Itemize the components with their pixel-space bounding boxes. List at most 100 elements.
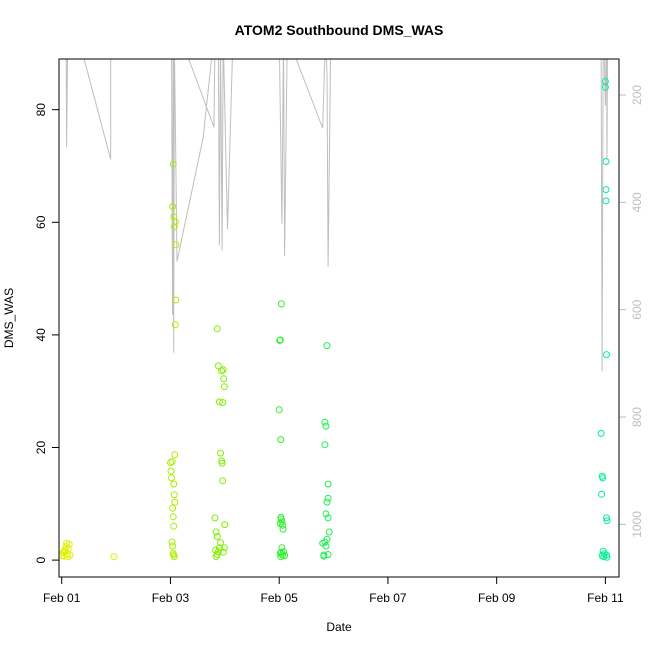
data-point — [324, 480, 332, 488]
data-point — [169, 504, 177, 512]
data-point — [276, 336, 284, 344]
data-point — [321, 538, 329, 546]
data-point — [171, 451, 179, 459]
data-point — [167, 459, 174, 467]
data-point — [603, 553, 611, 561]
data-point — [321, 418, 329, 426]
data-point — [324, 551, 332, 558]
data-point — [324, 514, 332, 522]
data-point — [171, 218, 179, 226]
y-tick-label: 60 — [34, 215, 48, 229]
right-tick-label: 400 — [630, 192, 644, 212]
data-point — [168, 538, 176, 546]
data-point — [220, 375, 228, 383]
right-tick-label: 800 — [630, 407, 644, 427]
data-point — [66, 551, 74, 559]
data-point — [212, 553, 220, 561]
data-point — [324, 494, 332, 502]
data-point — [170, 522, 178, 530]
data-point — [170, 213, 178, 221]
x-tick-label: Feb 11 — [587, 591, 624, 605]
y-tick-label: 0 — [34, 556, 48, 563]
data-point — [601, 83, 609, 91]
data-point — [281, 552, 289, 560]
data-point — [217, 449, 224, 457]
data-point — [599, 474, 607, 482]
data-point — [169, 203, 177, 210]
data-point — [321, 441, 329, 449]
y-tick-label: 20 — [34, 441, 48, 455]
data-point — [219, 548, 227, 556]
data-point — [320, 552, 328, 560]
chart-title: ATOM2 Southbound DMS_WAS — [235, 22, 444, 38]
x-tick-label: Feb 07 — [369, 591, 407, 605]
x-axis-label: Date — [326, 620, 352, 634]
data-point — [279, 521, 286, 529]
data-point — [277, 300, 285, 308]
data-point — [110, 553, 118, 561]
data-point — [212, 546, 220, 554]
data-point — [215, 544, 223, 552]
right-tick-label: 600 — [630, 299, 644, 319]
data-point — [220, 544, 228, 552]
right-tick-label: 1000 — [630, 511, 644, 538]
data-point — [219, 366, 227, 374]
data-point — [322, 510, 330, 518]
data-point — [215, 398, 223, 406]
data-point — [170, 480, 178, 488]
data-point — [602, 158, 610, 165]
data-point — [218, 367, 226, 375]
data-point — [218, 459, 226, 467]
data-point — [171, 498, 179, 506]
data-point — [213, 533, 221, 540]
data-point — [168, 458, 176, 466]
data-point — [60, 548, 68, 556]
data-point — [217, 539, 224, 547]
data-point — [603, 514, 610, 522]
data-point — [603, 351, 610, 359]
data-point — [214, 362, 222, 370]
x-tick-label: Feb 05 — [261, 591, 299, 605]
data-point — [322, 422, 330, 430]
data-points-layer — [58, 78, 611, 561]
data-point — [169, 160, 177, 168]
data-point — [170, 223, 178, 231]
y-tick-label: 40 — [34, 328, 48, 342]
data-point — [219, 477, 227, 485]
data-point — [172, 296, 180, 304]
data-point — [213, 325, 221, 333]
data-point — [598, 552, 606, 560]
data-point — [275, 406, 283, 414]
data-point — [171, 321, 179, 329]
data-point — [64, 553, 72, 561]
x-tick-label: Feb 01 — [43, 591, 81, 605]
x-tick-label: Feb 03 — [152, 591, 190, 605]
data-point — [277, 513, 285, 521]
data-point — [278, 518, 286, 526]
data-point — [220, 383, 228, 391]
data-point — [168, 474, 175, 482]
data-point — [169, 542, 177, 550]
data-point — [170, 553, 178, 561]
data-point — [276, 549, 284, 557]
data-point — [211, 514, 219, 522]
data-point — [277, 436, 285, 444]
data-point — [323, 498, 331, 506]
data-point — [323, 342, 331, 350]
data-point — [170, 491, 178, 499]
data-point — [167, 467, 175, 475]
data-point — [603, 517, 611, 525]
data-point — [219, 399, 227, 406]
data-point — [212, 528, 220, 536]
data-point — [598, 490, 606, 498]
y-axis-label: DMS_WAS — [2, 288, 16, 348]
data-point — [169, 513, 177, 521]
data-point — [602, 197, 610, 205]
data-point — [325, 528, 333, 536]
data-point — [602, 186, 610, 194]
x-tick-label: Feb 09 — [478, 591, 516, 605]
data-point — [322, 542, 330, 550]
data-point — [221, 521, 229, 529]
y-tick-label: 80 — [34, 103, 48, 117]
right-tick-label: 200 — [630, 85, 644, 105]
